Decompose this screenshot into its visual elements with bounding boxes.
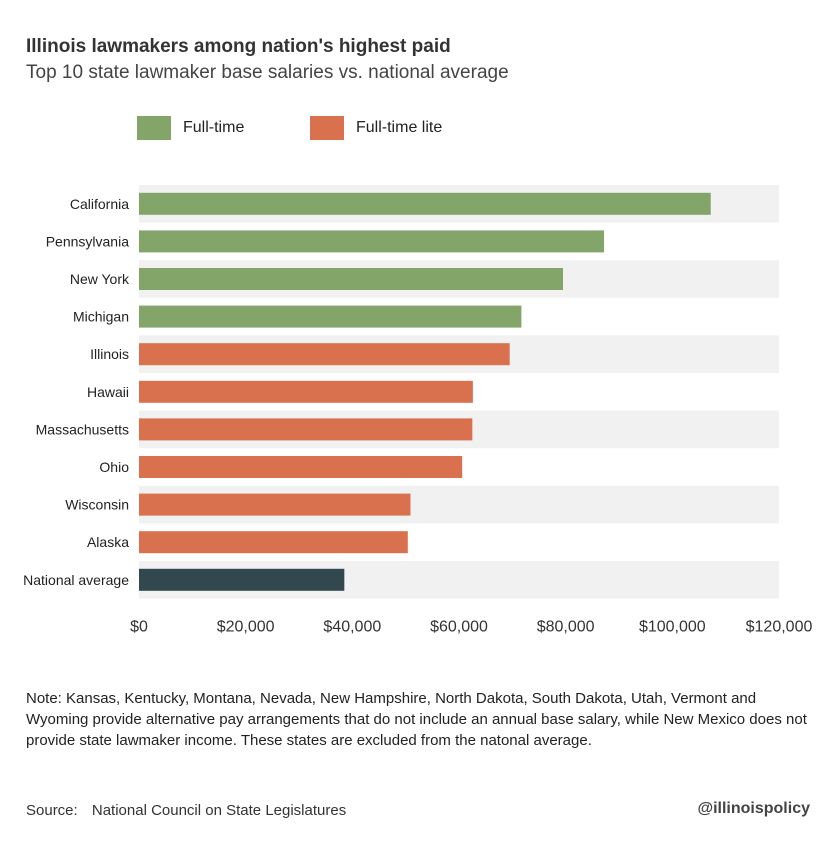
category-label: Massachusetts — [36, 421, 129, 437]
category-label: National average — [23, 572, 129, 588]
category-label: Illinois — [90, 346, 129, 362]
x-tick-label: $40,000 — [323, 619, 381, 636]
x-tick-label: $120,000 — [746, 619, 813, 636]
category-label: Hawaii — [87, 384, 129, 400]
bar-new-york — [139, 268, 563, 290]
bar-california — [139, 192, 711, 215]
footnote: Note: Kansas, Kentucky, Montana, Nevada,… — [26, 690, 807, 749]
category-label: Pennsylvania — [46, 233, 129, 249]
x-tick-label: $60,000 — [430, 619, 488, 636]
category-label: New York — [70, 271, 130, 287]
bar-massachusetts — [139, 418, 473, 441]
legend-item-full-time-lite: Full-time lite — [310, 116, 442, 140]
bar-illinois — [139, 343, 510, 366]
x-tick-label: $20,000 — [217, 619, 275, 636]
bar-alaska — [139, 531, 408, 554]
category-label: Michigan — [73, 309, 129, 325]
legend-label-full-time: Full-time — [183, 119, 245, 136]
bar-national-average — [139, 568, 345, 591]
category-label: Wisconsin — [65, 497, 129, 513]
legend: Full-time Full-time lite — [0, 116, 840, 142]
source-line: Source: National Council on State Legisl… — [26, 802, 346, 819]
x-tick-label: $80,000 — [537, 619, 595, 636]
bar-chart: California Pennsylvania New York Michigan Il… — [23, 185, 813, 636]
x-tick-label: $0 — [130, 619, 148, 636]
category-label: Alaska — [87, 534, 129, 550]
social-handle: @illinoispolicy — [697, 800, 810, 817]
chart-subtitle: Top 10 state lawmaker base salaries vs. … — [26, 62, 509, 83]
bar-ohio — [139, 456, 463, 478]
category-label: California — [70, 196, 129, 212]
bar-pennsylvania — [139, 230, 605, 253]
source-text: National Council on State Legislatures — [91, 802, 347, 819]
category-label: Ohio — [99, 459, 129, 475]
legend-label-full-time-lite: Full-time lite — [356, 119, 443, 136]
chart-title: Illinois lawmakers among nation's highes… — [26, 36, 451, 57]
legend-swatch-full-time-lite — [310, 116, 344, 140]
x-tick-label: $100,000 — [639, 619, 706, 636]
bar-michigan — [139, 305, 522, 328]
legend-swatch-full-time — [137, 116, 171, 140]
bar-wisconsin — [139, 493, 411, 516]
bar-hawaii — [139, 380, 473, 403]
legend-item-full-time: Full-time — [137, 116, 244, 140]
source-label: Source: — [26, 802, 78, 819]
